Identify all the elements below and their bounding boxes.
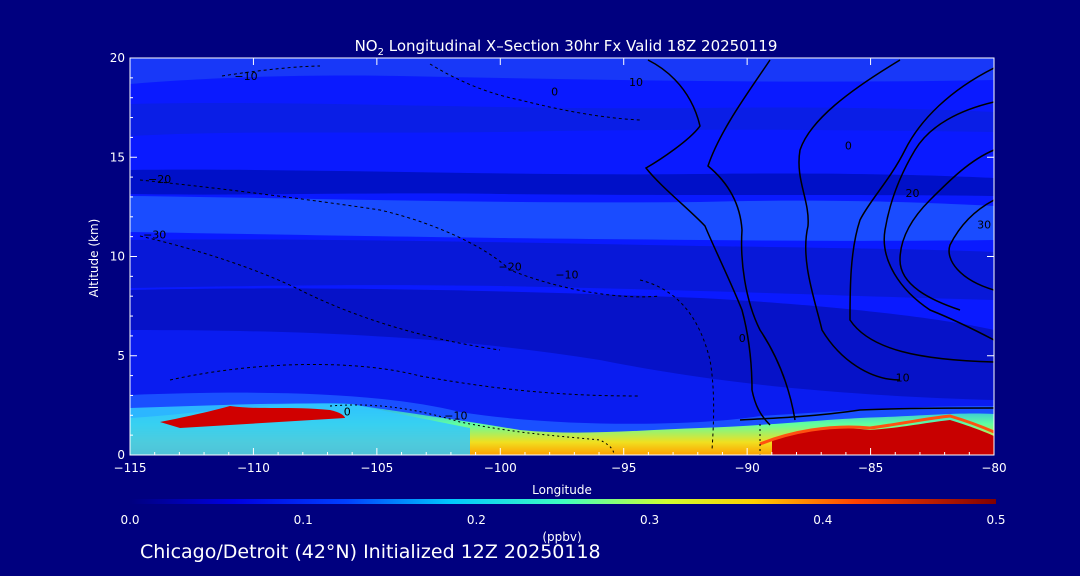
contour-label: 10: [629, 76, 643, 89]
contour-label: 30: [977, 219, 991, 232]
high-no2-east-rim: [759, 414, 994, 446]
x-tick-label: −110: [237, 461, 270, 475]
contour-label: 0: [845, 139, 852, 152]
y-tick-label: 5: [117, 349, 125, 363]
contour-label: 0: [344, 405, 351, 418]
contour-solid-40: [948, 199, 994, 291]
colorbar-tick-label: 0.1: [294, 513, 313, 527]
band-upper-light: [130, 58, 994, 84]
contour-dashed-neg10: [221, 65, 321, 77]
contour-solid-10b: [849, 67, 994, 363]
footer-caption: Chicago/Detroit (42°N) Initialized 12Z 2…: [140, 541, 601, 563]
y-tick-label: 10: [110, 250, 125, 264]
colorbar-ticks: 0.0 0.1 0.2 0.3 0.4 0.5: [120, 513, 1005, 527]
chart-title: NO2 Longitudinal X–Section 30hr Fx Valid…: [355, 37, 778, 58]
contour-label: −10: [234, 70, 257, 83]
contour-label: 20: [906, 187, 920, 200]
y-axis-label: Altitude (km): [87, 219, 101, 298]
contour-label: −10: [555, 268, 578, 281]
plot-area: −10 0 −20 −30 −20 −10 10 0 20 30 0 10 0 −10: [130, 58, 994, 455]
x-tick-label: −95: [611, 461, 636, 475]
contour-label: −20: [148, 173, 171, 186]
band-upper-dark: [130, 103, 994, 136]
y-tick-label: 0: [117, 448, 125, 462]
contour-dashed-neg10-mid: [639, 279, 715, 451]
colorbar-tick-label: 0.4: [813, 513, 832, 527]
contour-label: −30: [143, 229, 166, 242]
x-axis-label: Longitude: [532, 483, 592, 497]
x-tick-label: −115: [114, 461, 147, 475]
contour-label: 10: [896, 372, 910, 385]
y-tick-label: 20: [110, 51, 125, 65]
x-tick-label: −100: [484, 461, 517, 475]
contour-solid-20: [883, 101, 994, 341]
colorbar: [130, 499, 996, 504]
contour-dashed-0-low: [329, 404, 615, 455]
contour-label: −20: [499, 260, 522, 273]
band-light-mid: [130, 196, 994, 241]
contour-dashed-0-top: [429, 63, 641, 121]
y-axis: 0 5 10 15 20: [110, 51, 994, 462]
x-tick-label: −90: [734, 461, 759, 475]
contour-solid-0-west: [644, 59, 771, 426]
band-dark-2: [130, 239, 994, 300]
contour-label: 0: [551, 86, 558, 99]
contour-solid-30: [899, 149, 994, 311]
contour-label: 0: [739, 332, 746, 345]
x-tick-label: −85: [858, 461, 883, 475]
colorbar-tick-label: 0.5: [986, 513, 1005, 527]
contour-label: −10: [444, 409, 467, 422]
colorbar-tick-label: 0.3: [640, 513, 659, 527]
contour-lines: [139, 59, 994, 455]
colorbar-tick-label: 0.0: [120, 513, 139, 527]
band-dark-1: [130, 169, 994, 196]
x-tick-label: −80: [981, 461, 1006, 475]
colorbar-label: (ppbv): [542, 530, 581, 544]
contour-solid-10a: [798, 59, 901, 381]
colorbar-tick-label: 0.2: [467, 513, 486, 527]
contour-labels: −10 0 −20 −30 −20 −10 10 0 20 30 0 10 0 −10: [143, 70, 991, 422]
high-no2-west: [160, 406, 345, 428]
x-axis: −115 −110 −105 −100 −95 −90 −85 −80: [114, 58, 1007, 475]
contour-solid-0-east: [707, 59, 796, 421]
y-tick-label: 15: [110, 150, 125, 164]
x-tick-label: −105: [360, 461, 393, 475]
contour-solid-surface: [739, 407, 994, 421]
contour-dashed-neg20: [139, 179, 661, 298]
contour-dashed-neg30: [139, 235, 501, 351]
